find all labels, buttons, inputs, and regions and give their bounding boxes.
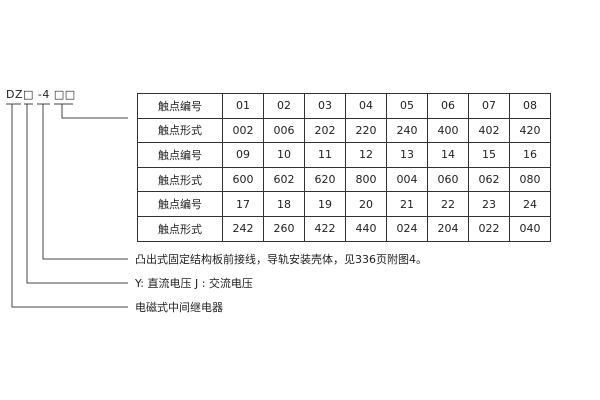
row-label: 触点形式 [137,215,223,242]
table-cell: 14 [427,142,469,168]
table-cell: 04 [345,93,387,119]
table-row: 触点形式 242 260 422 440 024 204 022 040 [137,215,551,242]
description-structure: 凸出式固定结构板前接线，导轨安装壳体，见336页附图4。 [135,253,427,266]
table-cell: 02 [263,93,305,119]
description-relay: 电磁式中间继电器 [135,301,223,314]
table-cell: 422 [304,215,346,242]
table-cell: 12 [345,142,387,168]
table-cell: 09 [222,142,264,168]
table-cell: 10 [263,142,305,168]
table-row: 触点编号 09 10 11 12 13 14 15 16 [137,142,551,168]
table-row: 触点形式 002 006 202 220 240 400 402 420 [137,117,551,144]
table-cell: 06 [427,93,469,119]
table-cell: 17 [222,191,264,217]
table-cell: 002 [222,117,264,144]
table-cell: 22 [427,191,469,217]
leader-relay [11,104,128,308]
table-cell: 23 [468,191,510,217]
table-cell: 05 [386,93,428,119]
table-cell: 15 [468,142,510,168]
row-label: 触点编号 [137,93,223,119]
table-cell: 602 [263,166,305,193]
table-row: 触点形式 600 602 620 800 004 060 062 080 [137,166,551,193]
leader-structure [42,104,128,260]
model-code: DZ□ -4 □□ [6,88,76,101]
table-cell: 600 [222,166,264,193]
row-label: 触点编号 [137,142,223,168]
table-cell: 800 [345,166,387,193]
table-cell: 202 [304,117,346,144]
description-voltage: Y: 直流电压 J : 交流电压 [135,277,253,290]
table-cell: 040 [509,215,551,242]
table-cell: 260 [263,215,305,242]
table-cell: 18 [263,191,305,217]
table-cell: 022 [468,215,510,242]
table-cell: 204 [427,215,469,242]
table-cell: 004 [386,166,428,193]
row-label: 触点形式 [137,166,223,193]
table-cell: 07 [468,93,510,119]
table-row: 触点编号 01 02 03 04 05 06 07 08 [137,93,551,119]
table-cell: 16 [509,142,551,168]
table-cell: 062 [468,166,510,193]
table-cell: 13 [386,142,428,168]
table-cell: 060 [427,166,469,193]
table-cell: 19 [304,191,346,217]
table-cell: 03 [304,93,346,119]
table-cell: 01 [222,93,264,119]
table-row: 触点编号 17 18 19 20 21 22 23 24 [137,191,551,217]
table-cell: 24 [509,191,551,217]
contact-table: 触点编号 01 02 03 04 05 06 07 08 触点形式 002 006 202 220 240 4… [137,93,551,242]
leader-contact [61,104,128,119]
table-cell: 006 [263,117,305,144]
table-cell: 08 [509,93,551,119]
table-cell: 220 [345,117,387,144]
table-cell: 20 [345,191,387,217]
table-cell: 21 [386,191,428,217]
row-label: 触点编号 [137,191,223,217]
table-cell: 420 [509,117,551,144]
table-cell: 11 [304,142,346,168]
table-cell: 080 [509,166,551,193]
table-cell: 242 [222,215,264,242]
table-cell: 440 [345,215,387,242]
table-cell: 402 [468,117,510,144]
leader-voltage [26,104,128,284]
table-cell: 240 [386,117,428,144]
table-cell: 620 [304,166,346,193]
table-cell: 024 [386,215,428,242]
table-cell: 400 [427,117,469,144]
row-label: 触点形式 [137,117,223,144]
